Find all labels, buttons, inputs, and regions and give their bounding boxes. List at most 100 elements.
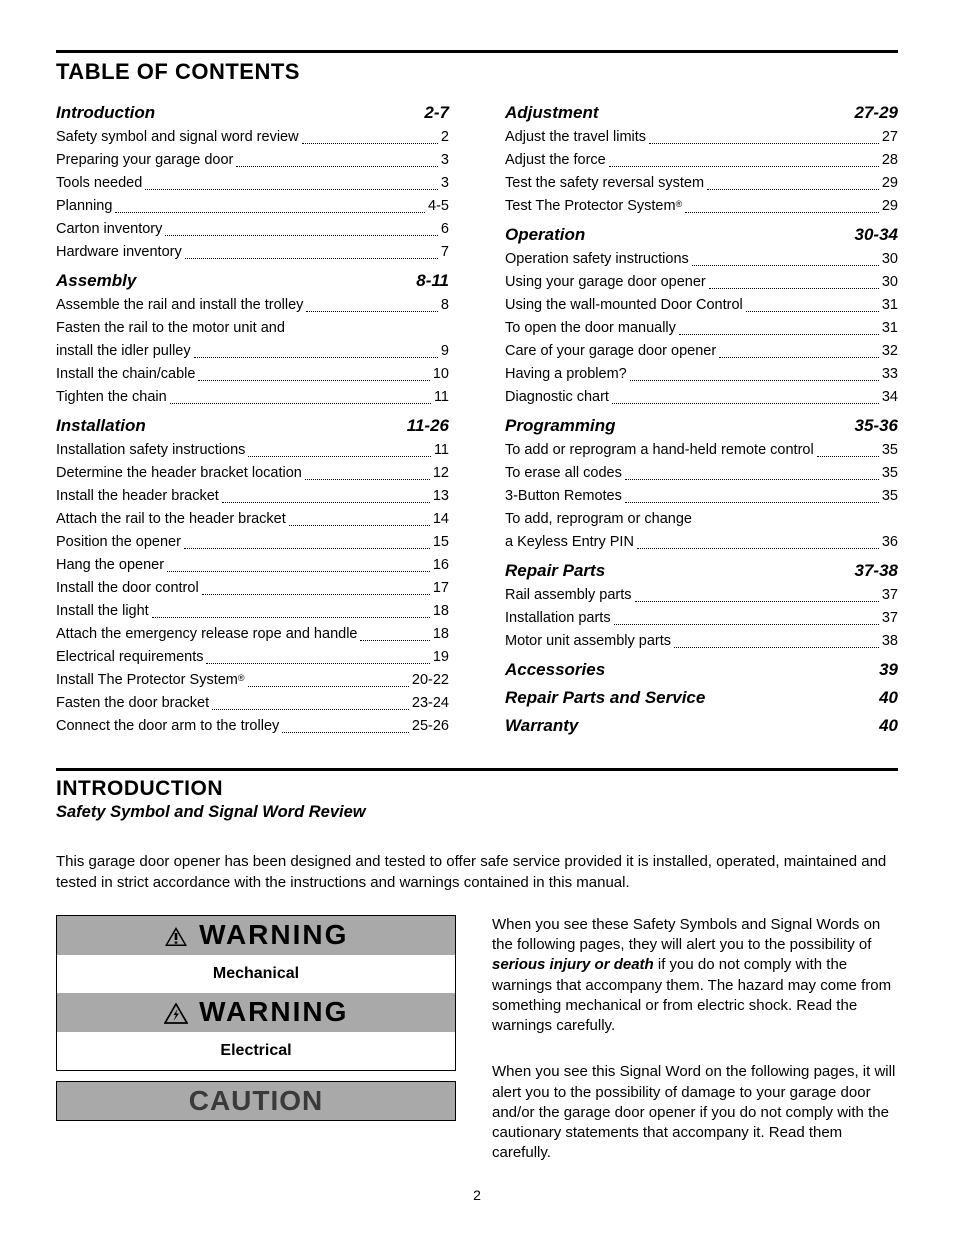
- toc-section-title: Accessories: [505, 660, 605, 680]
- toc-dots: [719, 357, 879, 358]
- toc-item-label: Tools needed: [56, 173, 142, 194]
- toc-section-pages: 30-34: [855, 225, 898, 245]
- toc-item-page: 30: [882, 272, 898, 293]
- toc-section-pages: 27-29: [855, 103, 898, 123]
- toc-dots: [145, 189, 438, 190]
- toc-section-title: Warranty: [505, 716, 578, 736]
- toc-item: Install The Protector System® 20-22: [56, 670, 449, 691]
- toc-item-label: Install the light: [56, 601, 149, 622]
- toc-dots: [637, 548, 879, 549]
- warning-para-1: When you see these Safety Symbols and Si…: [492, 915, 898, 1037]
- caution-box: CAUTION: [56, 1081, 456, 1121]
- toc-section-header: Programming 35-36: [505, 416, 898, 436]
- toc-item-label: Care of your garage door opener: [505, 341, 716, 362]
- toc-item: Operation safety instructions 30: [505, 249, 898, 270]
- toc-item-label: Operation safety instructions: [505, 249, 689, 270]
- toc-section-pages: 40: [879, 716, 898, 736]
- toc-item: Install the door control 17: [56, 578, 449, 599]
- electrical-label: Electrical: [57, 1032, 455, 1070]
- toc-dots: [236, 166, 438, 167]
- toc-section-title: Introduction: [56, 103, 155, 123]
- toc-left-column: Introduction 2-7 Safety symbol and signa…: [56, 95, 449, 740]
- toc-section-title: Installation: [56, 416, 146, 436]
- toc-item-page: 17: [433, 578, 449, 599]
- toc-dots: [614, 624, 879, 625]
- toc-item-label: Assemble the rail and install the trolle…: [56, 295, 303, 316]
- toc-dots: [630, 380, 879, 381]
- top-rule: [56, 50, 898, 53]
- toc-item-page: 3: [441, 173, 449, 194]
- intro-subheading: Safety Symbol and Signal Word Review: [56, 803, 898, 822]
- toc-item-page: 31: [882, 295, 898, 316]
- toc-section-pages: 2-7: [424, 103, 449, 123]
- toc-item: To erase all codes 35: [505, 463, 898, 484]
- toc-item-page: 11: [434, 440, 449, 461]
- toc-item-page: 28: [882, 150, 898, 171]
- toc-dots: [248, 456, 431, 457]
- toc-item-page: 23-24: [412, 693, 449, 714]
- toc-item-label: To erase all codes: [505, 463, 622, 484]
- toc-item: To open the door manually 31: [505, 318, 898, 339]
- toc-dots: [212, 709, 409, 710]
- toc-dots: [746, 311, 879, 312]
- intro-body-text: This garage door opener has been designe…: [56, 852, 898, 893]
- toc-item: Hang the opener 16: [56, 555, 449, 576]
- toc-item-page: 29: [882, 196, 898, 217]
- warning-columns: WARNING Mechanical WARNING Electrical CA…: [56, 915, 898, 1190]
- toc-item-page: 38: [882, 631, 898, 652]
- toc-item: Install the header bracket 13: [56, 486, 449, 507]
- toc-section-header: Warranty 40: [505, 716, 898, 736]
- toc-item-label: Electrical requirements: [56, 647, 203, 668]
- toc-item-page: 14: [433, 509, 449, 530]
- toc-right-column: Adjustment 27-29 Adjust the travel limit…: [505, 95, 898, 740]
- toc-item-label: Hang the opener: [56, 555, 164, 576]
- toc-item: Safety symbol and signal word review 2: [56, 127, 449, 148]
- toc-item: Electrical requirements 19: [56, 647, 449, 668]
- toc-item: Carton inventory 6: [56, 219, 449, 240]
- toc-item: Test The Protector System® 29: [505, 196, 898, 217]
- toc-dots: [612, 403, 879, 404]
- toc-dots: [649, 143, 879, 144]
- toc-section-header: Repair Parts and Service 40: [505, 688, 898, 708]
- toc-item-page: 13: [433, 486, 449, 507]
- toc-item-label: Using your garage door opener: [505, 272, 706, 293]
- toc-dots: [305, 479, 430, 480]
- warning-triangle-bolt-icon: [164, 1003, 188, 1029]
- toc-item-page: 25-26: [412, 716, 449, 737]
- toc-item: Position the opener 15: [56, 532, 449, 553]
- toc-item: Attach the rail to the header bracket 14: [56, 509, 449, 530]
- toc-item: Fasten the door bracket 23-24: [56, 693, 449, 714]
- toc-item: Motor unit assembly parts 38: [505, 631, 898, 652]
- toc-item-page: 7: [441, 242, 449, 263]
- toc-item: Install the chain/cable 10: [56, 364, 449, 385]
- toc-item: Tighten the chain 11: [56, 387, 449, 408]
- toc-item-page: 11: [434, 387, 449, 408]
- toc-item-label: Motor unit assembly parts: [505, 631, 671, 652]
- toc-item-label: 3-Button Remotes: [505, 486, 622, 507]
- toc-item: Install the light 18: [56, 601, 449, 622]
- toc-item-label: Diagnostic chart: [505, 387, 609, 408]
- warning-explanation: When you see these Safety Symbols and Si…: [492, 915, 898, 1190]
- toc-dots: [817, 456, 879, 457]
- toc-section-pages: 40: [879, 688, 898, 708]
- toc-dots: [185, 258, 438, 259]
- toc-item-page: 29: [882, 173, 898, 194]
- toc-item-page: 19: [433, 647, 449, 668]
- toc-section-pages: 39: [879, 660, 898, 680]
- toc-dots: [206, 663, 429, 664]
- toc-dots: [685, 212, 879, 213]
- toc-item: Assemble the rail and install the trolle…: [56, 295, 449, 316]
- toc-dots: [222, 502, 430, 503]
- toc-dots: [302, 143, 438, 144]
- toc-item-label: Test the safety reversal system: [505, 173, 704, 194]
- toc-item: Adjust the travel limits 27: [505, 127, 898, 148]
- toc-item: install the idler pulley 9: [56, 341, 449, 362]
- toc-dots: [635, 601, 879, 602]
- mechanical-label: Mechanical: [57, 955, 455, 993]
- toc-dots: [167, 571, 430, 572]
- toc-dots: [198, 380, 429, 381]
- toc-dots: [625, 479, 879, 480]
- toc-item-label: Install the header bracket: [56, 486, 219, 507]
- toc-section-header: Installation 11-26: [56, 416, 449, 436]
- toc-item-page: 35: [882, 486, 898, 507]
